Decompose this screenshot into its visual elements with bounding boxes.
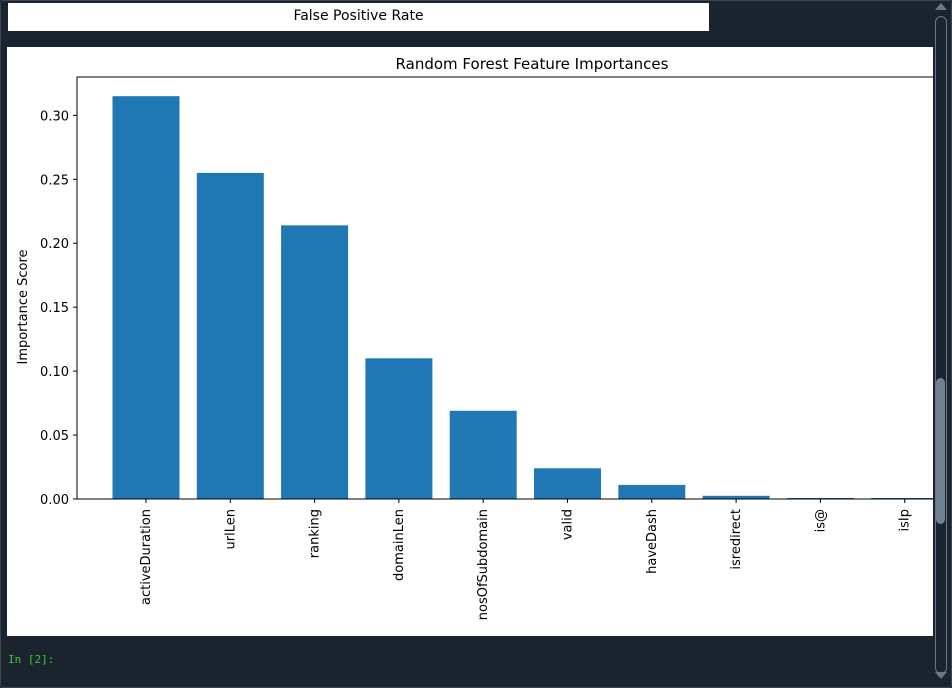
x-tick-label: haveDash xyxy=(645,509,660,574)
y-tick-label: 0.15 xyxy=(40,301,69,316)
previous-output-text: False Positive Rate xyxy=(293,8,424,24)
x-tick-label: valid xyxy=(561,509,576,540)
chart-title: Random Forest Feature Importances xyxy=(396,55,669,73)
x-tick-label: ranking xyxy=(308,509,323,558)
x-tick-label: is@ xyxy=(813,509,828,532)
y-tick-label: 0.20 xyxy=(40,237,69,252)
bar-isIp xyxy=(871,497,933,499)
bar-nosOfSubdomain xyxy=(449,410,517,499)
x-tick-label: activeDuration xyxy=(139,509,154,605)
input-prompt: In [2]: xyxy=(8,653,55,666)
x-tick-label: domainLen xyxy=(392,509,407,581)
figure-output: Random Forest Feature Importances Import… xyxy=(7,47,933,636)
vertical-scrollbar[interactable] xyxy=(934,3,948,685)
bar-haveDash xyxy=(618,484,686,499)
x-tick-label: nosOfSubdomain xyxy=(476,509,491,620)
scrollbar-thumb[interactable] xyxy=(936,378,945,524)
feature-importance-chart: Random Forest Feature Importances Import… xyxy=(16,55,933,620)
y-axis-label: Importance Score xyxy=(16,249,31,364)
bar-is@ xyxy=(786,497,854,499)
scroll-up-arrow-icon[interactable] xyxy=(935,3,947,10)
bar-valid xyxy=(534,468,601,499)
plot-frame xyxy=(76,76,933,500)
bar-urlLen xyxy=(196,172,264,499)
x-tick-label: isIp xyxy=(898,509,913,531)
bar-activeDuration xyxy=(112,96,180,499)
y-tick-label: 0.30 xyxy=(40,109,69,124)
previous-output-cell: False Positive Rate xyxy=(8,3,709,31)
bar-domainLen xyxy=(365,358,433,499)
scrollbar-track[interactable] xyxy=(935,16,947,674)
y-tick-label: 0.00 xyxy=(40,493,69,508)
y-tick-label: 0.05 xyxy=(40,429,69,444)
scroll-down-arrow-icon[interactable] xyxy=(935,672,947,679)
x-tick-label: urlLen xyxy=(223,509,238,549)
y-tick-label: 0.10 xyxy=(40,365,69,380)
x-tick-label: isredirect xyxy=(729,509,744,570)
y-tick-label: 0.25 xyxy=(40,173,69,188)
bar-ranking xyxy=(281,225,349,499)
bar-isredirect xyxy=(702,495,770,499)
